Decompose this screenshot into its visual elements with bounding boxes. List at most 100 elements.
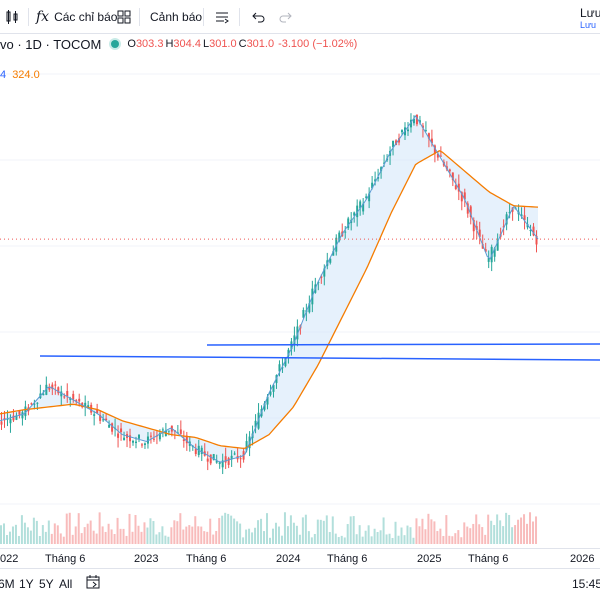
symbol-title[interactable]: vo · 1D · TOCOM [0, 36, 102, 52]
candle-body [69, 398, 72, 400]
volume-bar [430, 519, 433, 544]
redo-icon[interactable] [278, 0, 292, 33]
time-axis[interactable]: 022 Tháng 6 2023 Tháng 6 2024 Tháng 6 20… [0, 548, 600, 569]
range-1y[interactable]: 1Y [19, 577, 34, 591]
volume-bar [167, 536, 170, 544]
range-5y[interactable]: 5Y [39, 577, 54, 591]
low-value: 301.0 [209, 38, 237, 50]
volume-bar [74, 526, 77, 544]
volume-bar [101, 526, 104, 544]
replay-icon[interactable] [215, 0, 229, 33]
volume-bar [224, 512, 227, 544]
candle-body [108, 424, 111, 428]
candle-body [9, 418, 12, 424]
volume-bar [83, 527, 86, 544]
candle-body [42, 393, 45, 396]
candle-body [66, 390, 69, 397]
candle-body [167, 430, 170, 432]
volume-bar [301, 517, 304, 544]
volume-bar [134, 515, 137, 544]
candle-body [123, 437, 126, 441]
volume-bar [269, 537, 271, 544]
volume-bar [316, 519, 319, 544]
volume-bar [98, 512, 101, 544]
candle-body [392, 140, 395, 148]
volume-bar [277, 526, 280, 544]
volume-bar [140, 531, 143, 544]
volume-bar [427, 513, 430, 544]
x-tick-label: Tháng 6 [468, 553, 509, 565]
candle-body [132, 440, 135, 443]
candle-body [406, 129, 409, 132]
candle-body [87, 405, 90, 409]
candle-body [209, 454, 212, 464]
candle-body [329, 258, 332, 263]
candle-body [57, 387, 60, 394]
indicators-button[interactable]: fx Các chỉ báo [36, 0, 117, 33]
volume-bar [233, 518, 236, 544]
volume-bar [424, 529, 427, 544]
layout-icon[interactable] [117, 0, 131, 33]
candle-body [221, 460, 224, 468]
volume-bar [50, 533, 53, 544]
volume-bar [436, 531, 439, 544]
volume-bar [71, 534, 74, 544]
volume-bar [307, 531, 310, 544]
volume-bar [206, 531, 209, 544]
volume-bar [520, 517, 523, 544]
volume-bar [179, 513, 182, 544]
calendar-icon[interactable] [86, 575, 100, 592]
candle-body [206, 458, 209, 462]
volume-bar [8, 531, 11, 544]
price-chart[interactable] [0, 34, 600, 548]
candle-body [356, 205, 359, 218]
range-all[interactable]: All [59, 577, 73, 591]
undo-icon[interactable] [252, 0, 266, 33]
volume-bar [164, 535, 167, 544]
volume-bar [197, 526, 200, 544]
candle-body [224, 456, 227, 463]
volume-bar [26, 527, 29, 544]
candle-body [281, 367, 284, 369]
volume-bar [119, 528, 122, 544]
volume-bar [388, 533, 391, 544]
save-label: Lưu [580, 6, 600, 20]
volume-bar [137, 525, 140, 544]
alerts-button[interactable]: Cảnh báo [150, 0, 202, 33]
volume-bar [203, 531, 206, 544]
candle-body [368, 193, 371, 202]
range-6m[interactable]: 6M [0, 577, 15, 591]
volume-bar [337, 537, 340, 544]
candle-body [421, 125, 424, 128]
volume-bar [236, 521, 239, 544]
candle-body [478, 229, 481, 237]
volume-bar [439, 528, 442, 544]
candle-body [475, 226, 478, 230]
volume-bar [155, 534, 158, 544]
volume-bar [38, 536, 41, 544]
volume-bar [532, 521, 535, 544]
indicators-label: Các chỉ báo [54, 9, 118, 24]
candle-body [457, 183, 460, 192]
candle-body [383, 162, 386, 164]
candle-body [463, 192, 466, 200]
close-value: 301.0 [246, 38, 275, 50]
candles-icon[interactable] [4, 0, 20, 33]
volume-bar [248, 528, 251, 544]
volume-bar [152, 521, 155, 544]
volume-bar [421, 518, 424, 544]
candle-body [140, 444, 143, 446]
candle-body [427, 133, 430, 139]
clock-time[interactable]: 15:45: [572, 577, 600, 591]
candle-body [532, 226, 535, 236]
volume-bar [373, 528, 376, 544]
volume-bar [104, 531, 107, 544]
volume-bar [17, 535, 20, 544]
x-tick-label: 2025 [417, 553, 442, 565]
save-button[interactable]: Lưu Lưu [580, 6, 600, 30]
candle-body [398, 138, 401, 143]
volume-bar [448, 535, 451, 544]
candle-body [338, 232, 341, 241]
candle-body [347, 218, 350, 229]
candle-body [233, 453, 236, 455]
